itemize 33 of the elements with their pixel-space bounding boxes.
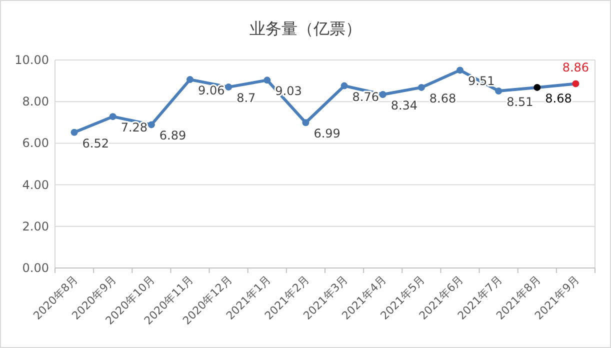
- data-label: 8.7: [236, 91, 256, 106]
- point: [186, 76, 194, 84]
- data-label: 9.06: [198, 84, 225, 98]
- point: [264, 76, 271, 84]
- point: [148, 121, 155, 128]
- y-tick-label: 2.00: [22, 219, 49, 234]
- point: [109, 113, 116, 120]
- data-label: 8.68: [429, 91, 456, 106]
- data-label: 7.28: [120, 120, 148, 135]
- point: [495, 87, 502, 94]
- chart-title: 业务量（亿票）: [250, 19, 362, 38]
- data-label: 8.68: [545, 91, 572, 106]
- data-label: 8.76: [352, 90, 380, 104]
- data-label: 6.52: [82, 136, 110, 150]
- point: [418, 84, 425, 91]
- point: [70, 128, 78, 136]
- data-label: 8.86: [562, 60, 590, 75]
- point: [572, 80, 580, 88]
- data-label: 6.89: [159, 128, 186, 143]
- data-label: 6.99: [314, 126, 340, 141]
- y-tick-label: 8.00: [22, 94, 49, 109]
- point: [379, 91, 386, 98]
- y-tick-label: 6.00: [22, 136, 49, 150]
- y-tick-label: 10.00: [14, 53, 49, 67]
- point: [302, 119, 310, 126]
- y-tick-label: 4.00: [22, 178, 49, 192]
- point: [225, 84, 232, 91]
- point: [456, 66, 464, 74]
- data-label: 8.34: [390, 98, 418, 113]
- point: [534, 84, 541, 91]
- y-tick-label: 0.00: [22, 261, 49, 275]
- data-label: 8.51: [506, 94, 534, 109]
- point: [340, 82, 348, 90]
